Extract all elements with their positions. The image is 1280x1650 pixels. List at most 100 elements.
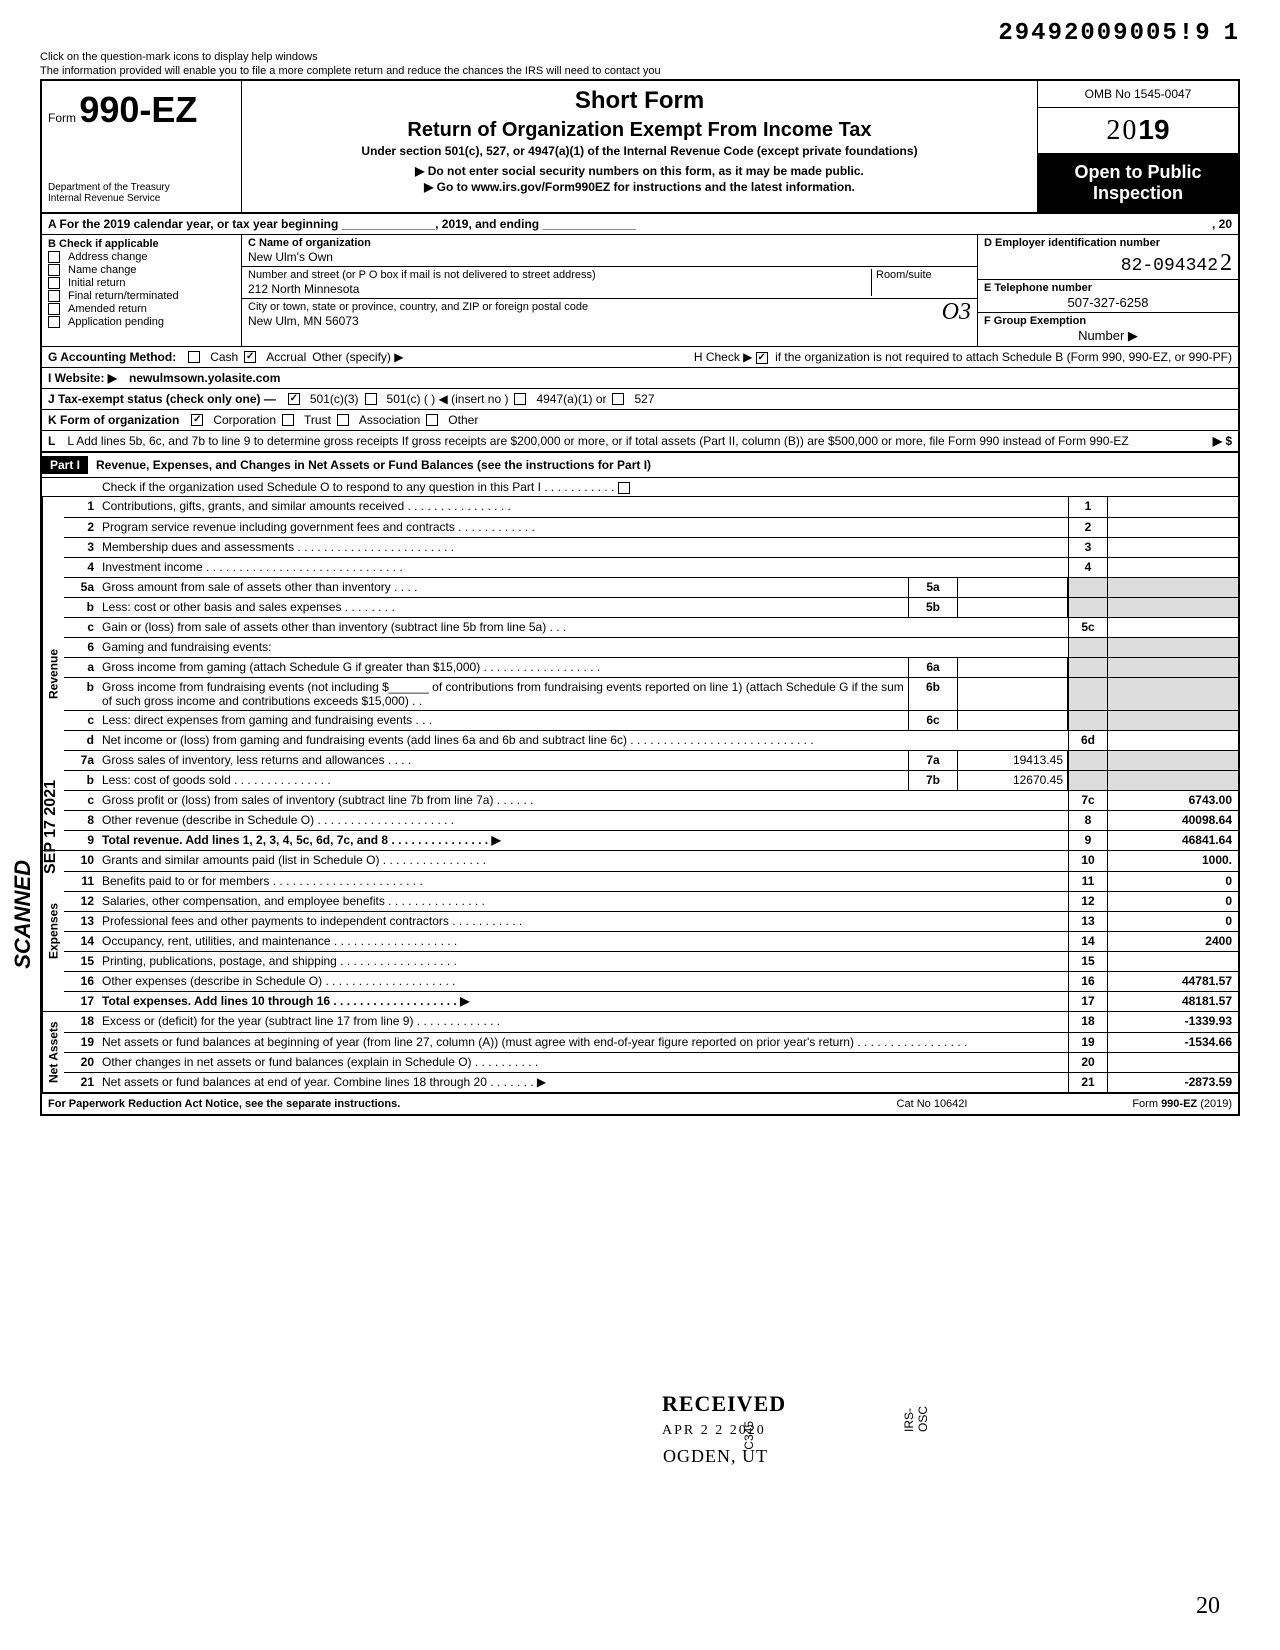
- check-name-change[interactable]: Name change: [48, 264, 235, 276]
- opt-association: Association: [359, 413, 420, 427]
- line-5c: cGain or (loss) from sale of assets othe…: [64, 617, 1238, 637]
- line-text: Net income or (loss) from gaming and fun…: [98, 731, 1068, 750]
- line-10: 10Grants and similar amounts paid (list …: [64, 851, 1238, 871]
- check-address-change[interactable]: Address change: [48, 251, 235, 263]
- check-accrual[interactable]: [244, 351, 256, 363]
- tax-year: 2019: [1038, 108, 1238, 154]
- line-6: 6Gaming and fundraising events:: [64, 637, 1238, 657]
- scanned-stamp: SCANNED: [10, 860, 36, 969]
- row-i: I Website: ▶ newulmsown.yolasite.com: [42, 368, 1238, 389]
- org-name-value: New Ulm's Own: [248, 250, 971, 264]
- amount: 46841.64: [1108, 831, 1238, 850]
- col-c: C Name of organization New Ulm's Own Num…: [242, 235, 978, 346]
- sub-label: 5b: [908, 598, 958, 617]
- check-schedule-o[interactable]: [618, 482, 630, 494]
- line-text: Total expenses. Add lines 10 through 16 …: [98, 992, 1068, 1011]
- amount: [1108, 731, 1238, 750]
- check-other-org[interactable]: [426, 414, 438, 426]
- amount: [1108, 497, 1238, 517]
- hint-line-1: Click on the question-mark icons to disp…: [40, 51, 1240, 63]
- check-final-return[interactable]: Final return/terminated: [48, 290, 235, 302]
- line-text: Gaming and fundraising events:: [98, 638, 1068, 657]
- line-num: 20: [64, 1053, 98, 1072]
- opt-other-org: Other: [448, 413, 478, 427]
- col-def: D Employer identification number 82-0943…: [978, 235, 1238, 346]
- handwritten-03: O3: [942, 299, 971, 326]
- expenses-label: Expenses: [42, 851, 64, 1011]
- check-trust[interactable]: [282, 414, 294, 426]
- box-num: 14: [1068, 932, 1108, 951]
- form-container: Form 990-EZ Department of the TreasuryIn…: [40, 79, 1240, 1116]
- website-value: newulmsown.yolasite.com: [129, 371, 280, 385]
- line-6b: bGross income from fundraising events (n…: [64, 677, 1238, 710]
- cash-label: Cash: [210, 350, 238, 364]
- accrual-label: Accrual: [266, 350, 306, 364]
- line-num: b: [64, 771, 98, 790]
- line-text: Gross sales of inventory, less returns a…: [98, 751, 908, 770]
- line-8: 8Other revenue (describe in Schedule O) …: [64, 810, 1238, 830]
- check-schedule-b[interactable]: [756, 352, 768, 364]
- org-address-value: 212 North Minnesota: [248, 282, 871, 296]
- amount: 0: [1108, 872, 1238, 891]
- check-application-pending[interactable]: Application pending: [48, 316, 235, 328]
- c345-mark: C345: [742, 1421, 756, 1450]
- amt-gray: [1108, 578, 1238, 597]
- other-specify: Other (specify) ▶: [312, 350, 403, 364]
- part-i-title: Revenue, Expenses, and Changes in Net As…: [96, 458, 1238, 472]
- l-arrow: ▶ $: [1213, 434, 1232, 448]
- box-num: 5c: [1068, 618, 1108, 637]
- line-9: 9Total revenue. Add lines 1, 2, 3, 4, 5c…: [64, 830, 1238, 850]
- check-501c[interactable]: [365, 393, 377, 405]
- check-association[interactable]: [337, 414, 349, 426]
- check-4947[interactable]: [514, 393, 526, 405]
- line-num: 5a: [64, 578, 98, 597]
- footer-form: Form 990-EZ (2019): [1032, 1098, 1232, 1110]
- telephone-value: 507-327-6258: [984, 295, 1232, 310]
- amount: 0: [1108, 892, 1238, 911]
- sub-value: [958, 711, 1068, 730]
- col-b: B Check if applicable Address change Nam…: [42, 235, 242, 346]
- header-left: Form 990-EZ Department of the TreasuryIn…: [42, 81, 242, 212]
- line-num: a: [64, 658, 98, 677]
- amount: 0: [1108, 912, 1238, 931]
- check-501c3[interactable]: [288, 393, 300, 405]
- sub-value: [958, 658, 1068, 677]
- check-527[interactable]: [612, 393, 624, 405]
- line-num: 12: [64, 892, 98, 911]
- line-7a: 7aGross sales of inventory, less returns…: [64, 750, 1238, 770]
- g-label: G Accounting Method:: [48, 350, 176, 364]
- row-k: K Form of organization Corporation Trust…: [42, 410, 1238, 431]
- line-5b: bLess: cost or other basis and sales exp…: [64, 597, 1238, 617]
- line-num: b: [64, 678, 98, 710]
- line-1: 1Contributions, gifts, grants, and simil…: [64, 497, 1238, 517]
- form-number: Form 990-EZ: [48, 89, 235, 131]
- check-cash[interactable]: [188, 351, 200, 363]
- box-num: 15: [1068, 952, 1108, 971]
- short-form-title: Short Form: [248, 87, 1031, 115]
- line-18: 18Excess or (deficit) for the year (subt…: [64, 1012, 1238, 1032]
- line-text: Net assets or fund balances at end of ye…: [98, 1073, 1068, 1092]
- box-gray: [1068, 658, 1108, 677]
- amt-gray: [1108, 751, 1238, 770]
- line-6a: aGross income from gaming (attach Schedu…: [64, 657, 1238, 677]
- check-initial-return[interactable]: Initial return: [48, 277, 235, 289]
- box-gray: [1068, 771, 1108, 790]
- org-city-value: New Ulm, MN 56073: [248, 314, 971, 328]
- line-num: 17: [64, 992, 98, 1011]
- row-j: J Tax-exempt status (check only one) — 5…: [42, 389, 1238, 410]
- check-corporation[interactable]: [191, 414, 203, 426]
- check-amended-return[interactable]: Amended return: [48, 303, 235, 315]
- line-num: 21: [64, 1073, 98, 1092]
- line-text: Excess or (deficit) for the year (subtra…: [98, 1012, 1068, 1032]
- amount: 48181.57: [1108, 992, 1238, 1011]
- amount: -1339.93: [1108, 1012, 1238, 1032]
- hint-line-2: The information provided will enable you…: [40, 65, 1240, 77]
- line-text: Gross profit or (loss) from sales of inv…: [98, 791, 1068, 810]
- box-num: 13: [1068, 912, 1108, 931]
- box-num: 10: [1068, 851, 1108, 871]
- amount: [1108, 1053, 1238, 1072]
- amount: [1108, 538, 1238, 557]
- row-gh: G Accounting Method: Cash Accrual Other …: [42, 347, 1238, 368]
- line-num: 9: [64, 831, 98, 850]
- received-stamp: RECEIVED APR 2 2 2020 OGDEN, UT: [662, 1391, 786, 1468]
